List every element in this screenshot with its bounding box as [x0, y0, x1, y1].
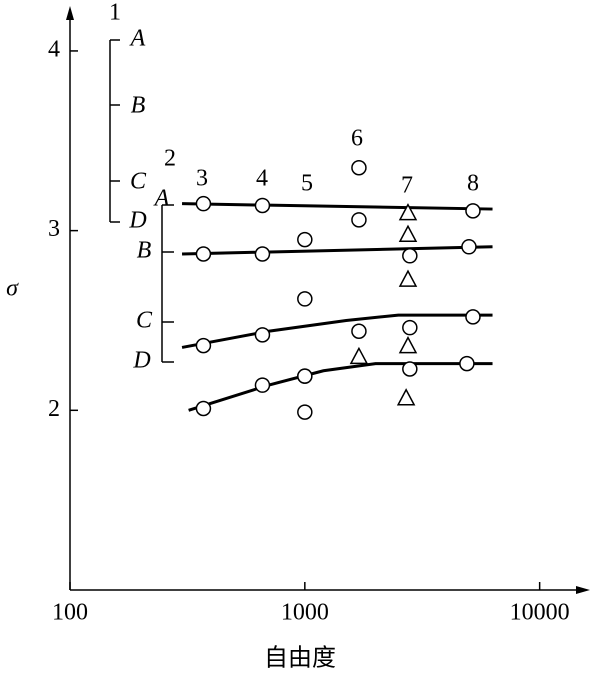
triangle-point — [398, 203, 418, 221]
column-label: 5 — [301, 171, 313, 197]
x-axis-label: 自由度 — [264, 645, 336, 672]
y-axis-arrow — [66, 6, 74, 20]
circle-point — [297, 404, 313, 420]
column-label: 8 — [467, 171, 479, 197]
y-tick-label: 4 — [48, 36, 60, 62]
circle-point — [459, 355, 475, 372]
x-axis-arrow — [576, 586, 590, 594]
scale-mark-label: B — [137, 238, 152, 264]
circle-point — [351, 323, 367, 339]
fit-curve — [182, 202, 493, 211]
triangle-point — [349, 346, 369, 365]
x-tick-label: 1000 — [281, 600, 329, 626]
circle-point — [195, 400, 212, 417]
circle-point — [297, 368, 313, 384]
circle-point — [465, 309, 481, 325]
circle-point — [297, 291, 313, 307]
scale-mark-label: C — [130, 169, 147, 195]
column-label: 7 — [401, 173, 413, 199]
x-tick-label: 10000 — [510, 600, 570, 626]
x-tick-label: 100 — [52, 600, 88, 626]
triangle-point — [398, 269, 418, 287]
scale-mark-label: D — [132, 348, 150, 374]
triangle-point — [398, 224, 418, 242]
circle-point — [254, 377, 271, 393]
scale-mark-label: A — [153, 186, 170, 212]
scale-number: 1 — [109, 0, 121, 26]
triangle-point — [398, 336, 418, 354]
circle-point — [402, 319, 418, 336]
circle-point — [195, 195, 212, 212]
circle-point — [402, 248, 418, 264]
scale-mark-label: A — [129, 26, 146, 52]
circle-point — [254, 327, 271, 343]
scale-mark-label: D — [128, 208, 146, 234]
circle-point — [351, 159, 367, 176]
scale-mark-label: B — [131, 93, 146, 119]
y-tick-label: 2 — [48, 396, 60, 422]
y-tick-label: 3 — [48, 216, 60, 242]
y-axis-label: σ — [6, 276, 19, 302]
circle-point — [465, 203, 481, 219]
circle-point — [297, 231, 313, 248]
scale-mark-label: C — [136, 308, 153, 334]
column-label: 6 — [351, 126, 363, 152]
fit-curve — [181, 313, 493, 349]
fit-curve — [188, 362, 493, 412]
circle-point — [402, 361, 418, 377]
column-label: 3 — [196, 166, 208, 192]
circle-point — [254, 197, 271, 214]
circle-point — [195, 337, 212, 354]
circle-point — [195, 246, 212, 262]
fit-curve — [182, 245, 493, 256]
scale-number: 2 — [164, 146, 176, 172]
circle-point — [254, 246, 271, 262]
column-label: 4 — [256, 166, 268, 192]
circle-point — [461, 239, 477, 255]
triangle-point — [396, 388, 416, 406]
circle-point — [351, 212, 367, 228]
